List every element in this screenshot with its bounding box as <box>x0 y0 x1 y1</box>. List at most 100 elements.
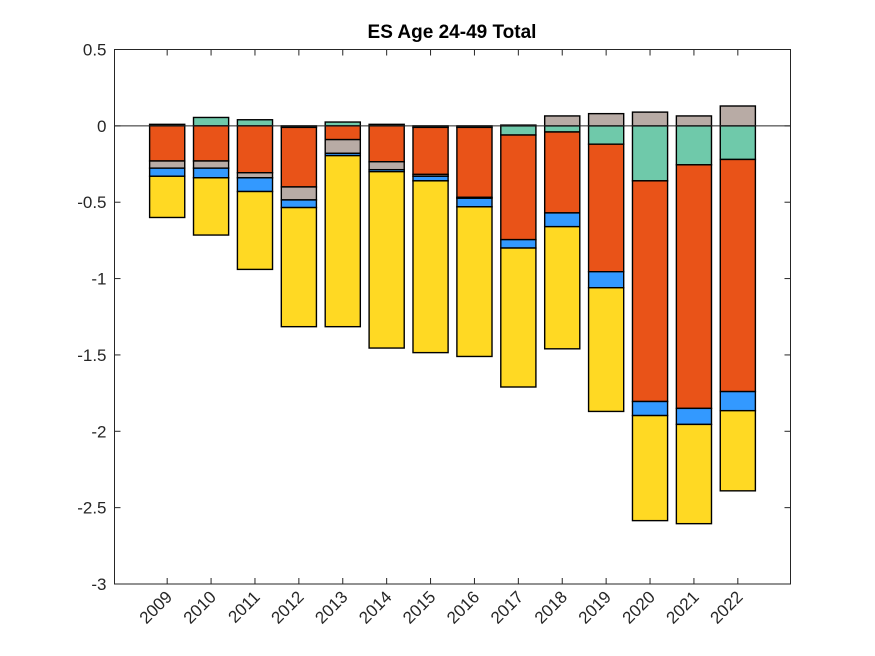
bar-stack-2019 <box>587 112 625 413</box>
bar-segment-series-4-blue-2022 <box>719 390 757 412</box>
bar-segment-series-5-yellow-2014 <box>368 170 405 349</box>
x-tick-label-2021: 2021 <box>663 587 703 627</box>
bar-segment-series-5-yellow-2020 <box>631 414 669 522</box>
x-tick-label-2009: 2009 <box>136 587 176 627</box>
bar-segment-series-5-yellow-2012 <box>280 206 318 328</box>
bar-segment-series-4-blue-2017 <box>500 238 537 249</box>
bar-stack-2012 <box>280 125 318 328</box>
x-tick-label-2019: 2019 <box>575 587 615 627</box>
axes-group <box>114 49 791 585</box>
y-tick-label: 0.5 <box>83 41 107 60</box>
y-tick-label: -1.5 <box>77 346 106 365</box>
bar-stack-2022 <box>719 105 757 492</box>
y-tick-label: 0 <box>97 117 106 136</box>
x-tick-label-2014: 2014 <box>355 587 395 627</box>
bar-segment-series-5-yellow-2009 <box>148 175 186 219</box>
bar-segment-series-2-orange-2021 <box>675 164 713 410</box>
bar-segment-series-1-green-2021 <box>675 125 713 166</box>
bar-segment-series-2-orange-2009 <box>148 125 186 162</box>
bar-segment-series-1-green-2017 <box>500 125 537 136</box>
y-tick-label: -0.5 <box>77 193 106 212</box>
x-tick-label-2016: 2016 <box>443 587 483 627</box>
bar-segment-series-5-yellow-2017 <box>500 247 537 388</box>
bar-segment-series-5-yellow-2018 <box>543 225 581 350</box>
bar-segment-series-2-orange-2017 <box>500 134 537 241</box>
bar-segment-series-2-orange-2014 <box>368 125 405 163</box>
bar-segment-series-3-gray-2010 <box>192 160 230 169</box>
bar-segment-series-5-yellow-2022 <box>719 409 757 492</box>
y-tick-label: -3 <box>91 575 106 594</box>
bars-group <box>148 105 757 525</box>
x-tick-label-2015: 2015 <box>399 587 439 627</box>
bar-segment-series-1-green-2011 <box>236 119 274 127</box>
bar-segment-series-4-blue-2020 <box>631 400 669 417</box>
bar-stack-2017 <box>500 124 537 388</box>
bar-segment-series-5-yellow-2015 <box>412 180 449 354</box>
x-tick-label-2013: 2013 <box>311 587 351 627</box>
bar-stack-2018 <box>543 115 581 350</box>
bar-stack-2013 <box>324 121 362 328</box>
bar-segment-series-2-orange-2018 <box>543 131 581 214</box>
bar-segment-series-1-green-2022 <box>719 125 757 161</box>
bar-segment-series-1-green-2019 <box>587 125 625 145</box>
axes-box <box>114 49 791 585</box>
bar-segment-series-5-yellow-2019 <box>587 287 625 413</box>
y-tick-label: -2.5 <box>77 499 106 518</box>
y-axis-ticks: 0.5 0 -0.5 -1 -1.5 -2 -2.5 -3 <box>77 41 791 594</box>
y-tick-label: -2 <box>91 422 106 441</box>
bar-segment-series-1-green-2018 <box>543 125 581 133</box>
x-tick-label-2012: 2012 <box>268 587 308 627</box>
bar-segment-series-1-green-2010 <box>192 116 230 127</box>
x-tick-label-2011: 2011 <box>225 587 264 626</box>
bar-segment-series-2-orange-2022 <box>719 158 757 393</box>
bar-segment-series-2-orange-2013 <box>324 125 362 141</box>
bar-segment-series-2-orange-2011 <box>236 125 274 174</box>
x-tick-label-2010: 2010 <box>180 587 220 627</box>
x-tick-label-2022: 2022 <box>706 587 746 627</box>
bar-segment-series-3-gray-2012 <box>280 186 318 201</box>
bar-stack-2014 <box>368 123 405 349</box>
bar-segment-series-5-yellow-2021 <box>675 423 713 525</box>
bar-segment-series-3-gray-2011 <box>236 172 274 179</box>
x-tick-label-2020: 2020 <box>619 587 659 627</box>
bar-stack-2009 <box>148 123 186 219</box>
bar-segment-series-3-gray-2014 <box>368 161 405 171</box>
bar-stack-2011 <box>236 119 274 271</box>
bar-segment-series-2-orange-2015 <box>412 126 449 176</box>
bar-segment-series-3-gray-2022 <box>719 105 757 127</box>
bar-stack-2015 <box>412 125 449 354</box>
bar-segment-series-5-yellow-2016 <box>456 206 493 358</box>
bar-segment-series-2-orange-2010 <box>192 125 230 162</box>
bar-segment-series-3-gray-2018 <box>543 115 581 127</box>
bar-segment-series-3-gray-2021 <box>675 115 713 127</box>
bar-segment-series-2-orange-2012 <box>280 126 318 188</box>
bar-segment-series-5-yellow-2011 <box>236 190 274 271</box>
bar-segment-series-3-gray-2013 <box>324 138 362 155</box>
bar-segment-series-4-blue-2011 <box>236 177 274 193</box>
bar-segment-series-1-green-2020 <box>631 125 669 182</box>
bar-segment-series-4-blue-2016 <box>456 197 493 208</box>
bar-segment-series-4-blue-2009 <box>148 167 186 177</box>
bar-stack-2010 <box>192 116 230 236</box>
x-tick-label-2018: 2018 <box>531 587 571 627</box>
bar-segment-series-4-blue-2012 <box>280 199 318 209</box>
bar-segment-series-4-blue-2021 <box>675 407 713 426</box>
bar-segment-series-4-blue-2018 <box>543 212 581 228</box>
chart-title: ES Age 24-49 Total <box>368 22 537 43</box>
bar-segment-series-2-orange-2019 <box>587 143 625 273</box>
bar-segment-series-3-gray-2009 <box>148 160 186 169</box>
x-tick-label-2017: 2017 <box>487 587 527 627</box>
bar-segment-series-2-orange-2020 <box>631 180 669 403</box>
bar-segment-series-3-gray-2019 <box>587 112 625 127</box>
bar-segment-series-5-yellow-2010 <box>192 177 230 236</box>
bar-segment-series-4-blue-2019 <box>587 271 625 289</box>
bar-segment-series-2-orange-2016 <box>456 126 493 199</box>
bar-segment-series-3-gray-2020 <box>631 111 669 127</box>
bar-segment-series-5-yellow-2013 <box>324 154 362 328</box>
bar-segment-series-4-blue-2010 <box>192 167 230 179</box>
bar-stack-2016 <box>456 125 493 358</box>
bar-stack-2020 <box>631 111 669 522</box>
bar-stack-2021 <box>675 115 713 525</box>
y-tick-label: -1 <box>91 270 106 289</box>
